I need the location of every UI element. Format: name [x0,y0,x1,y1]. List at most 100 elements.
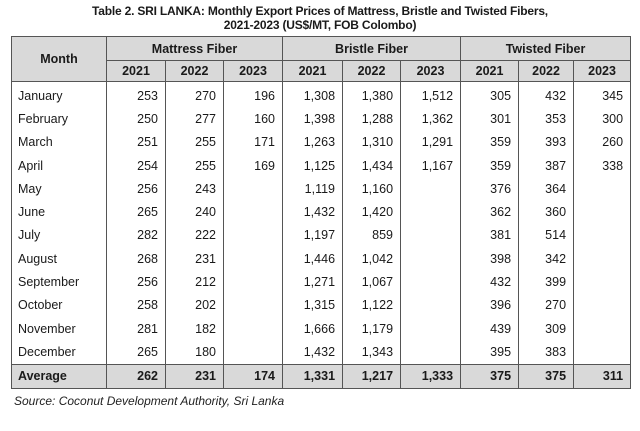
month-header: Month [11,36,107,82]
year-header: 2022 [518,60,575,82]
table-row: December 265 180 1,432 1,343 395 383 [11,340,632,365]
price-cell [400,340,462,365]
price-cell: 222 [165,223,224,248]
price-cell: 396 [460,293,520,317]
price-cell [222,177,284,201]
month-cell: May [11,177,107,201]
price-cell: 1,263 [282,130,344,154]
price-cell: 196 [222,81,284,108]
average-label: Average [11,363,107,389]
price-cell: 268 [106,247,166,271]
average-cell: 375 [518,363,575,389]
table-body: January 253 270 196 1,308 1,380 1,512 305 432 345… [11,81,632,365]
month-cell: August [11,247,107,271]
price-cell: 270 [165,81,224,108]
month-cell: January [11,81,107,108]
table-row: April 254 255 169 1,125 1,434 1,167 359 387 338 [11,153,632,178]
price-cell: 359 [460,153,520,178]
table-row: March 251 255 171 1,263 1,310 1,291 359 393 260 [11,130,632,154]
price-cell: 281 [106,316,166,341]
price-cell: 202 [165,293,224,317]
price-cell [222,270,284,294]
price-cell: 360 [518,200,575,224]
price-cell: 265 [106,340,166,365]
price-cell: 514 [518,223,575,248]
price-cell: 1,343 [342,340,402,365]
table-row: February 250 277 160 1,398 1,288 1,362 301 353 30… [11,107,632,131]
price-cell: 1,446 [282,247,344,271]
price-cell [400,270,462,294]
table-row: May 256 243 1,119 1,160 376 364 [11,177,632,201]
price-cell: 1,666 [282,316,344,341]
table-title: Table 2. SRI LANKA: Monthly Export Price… [0,4,640,32]
price-cell [400,223,462,248]
price-cell: 309 [518,316,575,341]
year-header: 2021 [282,60,344,82]
month-cell: July [11,223,107,248]
price-cell [222,223,284,248]
price-cell: 342 [518,247,575,271]
price-cell: 277 [165,107,224,131]
price-cell: 265 [106,200,166,224]
price-cell: 398 [460,247,520,271]
price-cell [222,293,284,317]
price-cell: 1,315 [282,293,344,317]
price-cell: 399 [518,270,575,294]
export-prices-table: Month Mattress Fiber Bristle Fiber Twist… [11,36,632,389]
month-cell: October [11,293,107,317]
price-cell: 169 [222,153,284,178]
price-cell: 255 [165,153,224,178]
year-header: 2023 [222,60,284,82]
source-note: Source: Coconut Development Authority, S… [14,393,285,408]
price-cell: 359 [460,130,520,154]
month-cell: September [11,270,107,294]
price-cell [573,270,632,294]
average-cell: 375 [460,363,520,389]
year-header: 2022 [342,60,402,82]
price-cell: 364 [518,177,575,201]
price-cell [222,200,284,224]
price-cell: 353 [518,107,575,131]
price-cell: 160 [222,107,284,131]
group-header-twisted: Twisted Fiber [460,36,632,61]
year-header: 2021 [106,60,166,82]
price-cell: 387 [518,153,575,178]
price-cell [573,293,632,317]
price-cell [400,293,462,317]
price-cell [573,223,632,248]
price-cell [400,247,462,271]
table-row: November 281 182 1,666 1,179 439 309 [11,316,632,341]
price-cell: 212 [165,270,224,294]
price-cell: 376 [460,177,520,201]
title-line-1: Table 2. SRI LANKA: Monthly Export Price… [92,4,548,18]
table-row: October 258 202 1,315 1,122 396 270 [11,293,632,317]
table-row: June 265 240 1,432 1,420 362 360 [11,200,632,224]
price-cell: 1,067 [342,270,402,294]
price-cell: 270 [518,293,575,317]
price-cell [400,316,462,341]
price-cell: 1,271 [282,270,344,294]
price-cell: 256 [106,270,166,294]
price-cell: 1,398 [282,107,344,131]
price-cell: 253 [106,81,166,108]
title-line-2: 2021-2023 (US$/MT, FOB Colombo) [223,18,417,32]
average-cell: 231 [165,363,224,389]
price-cell: 381 [460,223,520,248]
price-cell [573,340,632,365]
price-cell: 171 [222,130,284,154]
price-cell: 1,122 [342,293,402,317]
price-cell: 432 [460,270,520,294]
price-cell: 439 [460,316,520,341]
price-cell: 250 [106,107,166,131]
price-cell: 1,512 [400,81,462,108]
average-cell: 1,331 [282,363,344,389]
price-cell: 338 [573,153,632,178]
average-row: Average 262 231 174 1,331 1,217 1,333 37… [11,363,632,389]
price-cell: 1,308 [282,81,344,108]
price-cell: 260 [573,130,632,154]
group-header-mattress: Mattress Fiber [105,36,284,61]
price-cell: 1,119 [282,177,344,201]
price-cell: 282 [106,223,166,248]
month-cell: February [11,107,107,131]
month-cell: November [11,316,107,341]
